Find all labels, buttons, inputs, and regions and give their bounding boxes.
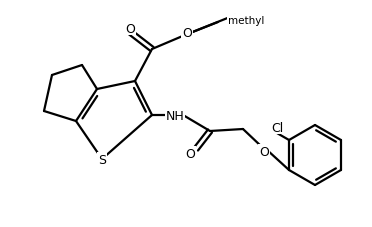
Text: Cl: Cl bbox=[271, 121, 283, 134]
Text: NH: NH bbox=[166, 109, 185, 122]
Text: S: S bbox=[98, 153, 106, 166]
Text: O: O bbox=[185, 147, 195, 160]
Text: methyl: methyl bbox=[228, 16, 264, 26]
Text: O: O bbox=[125, 22, 135, 35]
Text: O: O bbox=[182, 26, 192, 39]
Text: O: O bbox=[259, 145, 269, 158]
